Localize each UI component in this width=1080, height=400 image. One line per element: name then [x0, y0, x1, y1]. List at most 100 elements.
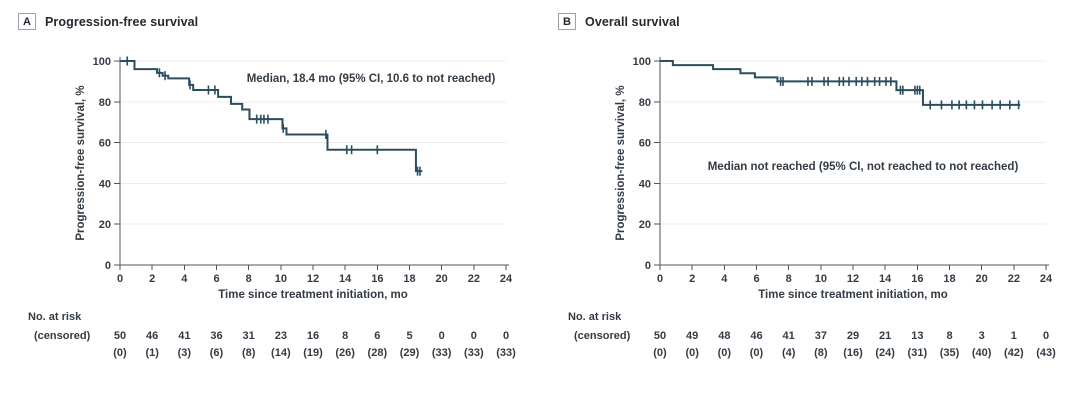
risk-at-risk-value: 50 — [654, 330, 666, 342]
risk-at-risk-value: 48 — [718, 330, 730, 342]
x-tick-label: 12 — [847, 273, 859, 285]
risk-censored-value: (33) — [464, 347, 484, 359]
y-tick-label: 0 — [105, 260, 111, 272]
x-tick-label: 10 — [275, 273, 287, 285]
panel-a: A Progression-free survival 0 20 40 60 80 100… — [18, 13, 516, 359]
risk-at-risk-value: 36 — [210, 330, 222, 342]
x-tick-label: 0 — [657, 273, 663, 285]
x-tick-label: 16 — [371, 273, 383, 285]
x-axis-label: Time since treatment initiation, mo — [758, 289, 948, 301]
risk-at-risk-value: 0 — [1043, 330, 1049, 342]
risk-at-risk-value: 21 — [879, 330, 891, 342]
x-tick-label: 20 — [436, 273, 448, 285]
median-annotation: Median, 18.4 mo (95% CI, 10.6 to not rea… — [247, 73, 496, 85]
y-tick-label: 60 — [99, 138, 111, 150]
risk-censored-value: (19) — [303, 347, 323, 359]
risk-table-label: No. at risk — [568, 311, 622, 323]
y-tick-label: 40 — [639, 178, 651, 190]
panel-b-label-box: B — [558, 13, 576, 30]
panel-a-header: A Progression-free survival — [18, 13, 198, 30]
x-tick-label: 6 — [753, 273, 759, 285]
risk-censored-value: (16) — [843, 347, 863, 359]
y-tick-label: 40 — [99, 178, 111, 190]
panel-b-title: Overall survival — [585, 14, 680, 29]
x-tick-label: 2 — [149, 273, 155, 285]
risk-censored-value: (4) — [782, 347, 796, 359]
y-tick-label: 0 — [645, 260, 651, 272]
risk-at-risk-value: 8 — [342, 330, 348, 342]
risk-at-risk-value: 46 — [146, 330, 158, 342]
risk-censored-value: (35) — [940, 347, 960, 359]
y-tick-label: 20 — [99, 219, 111, 231]
y-tick-label: 20 — [639, 219, 651, 231]
x-axis-label: Time since treatment initiation, mo — [218, 289, 408, 301]
risk-at-risk-value: 16 — [307, 330, 319, 342]
risk-censored-value: (8) — [242, 347, 256, 359]
risk-censored-value: (33) — [496, 347, 516, 359]
y-tick-label: 80 — [639, 97, 651, 109]
panel-a-label-box: A — [18, 13, 36, 30]
median-annotation: Median not reached (95% CI, not reached … — [708, 161, 1019, 173]
risk-censored-value: (8) — [814, 347, 828, 359]
x-tick-label: 4 — [181, 273, 188, 285]
x-tick-label: 22 — [1008, 273, 1020, 285]
risk-at-risk-value: 0 — [503, 330, 509, 342]
risk-censored-value: (28) — [368, 347, 388, 359]
x-tick-label: 18 — [943, 273, 955, 285]
y-axis-label: Progression-free survival, % — [615, 85, 627, 240]
x-tick-label: 16 — [911, 273, 923, 285]
panel-b-header: B Overall survival — [558, 13, 680, 30]
risk-censored-value: (0) — [750, 347, 764, 359]
x-tick-label: 24 — [500, 273, 513, 285]
risk-censored-value: (26) — [335, 347, 355, 359]
x-tick-label: 2 — [689, 273, 695, 285]
risk-at-risk-value: 1 — [1011, 330, 1017, 342]
risk-censored-value: (24) — [875, 347, 895, 359]
risk-at-risk-value: 41 — [178, 330, 190, 342]
x-tick-label: 6 — [213, 273, 219, 285]
risk-table-censored-label: (censored) — [34, 330, 91, 342]
risk-at-risk-value: 8 — [946, 330, 952, 342]
risk-table-censored-label: (censored) — [574, 330, 631, 342]
x-tick-label: 8 — [786, 273, 792, 285]
panel-a-title: Progression-free survival — [45, 14, 199, 29]
x-tick-label: 24 — [1040, 273, 1053, 285]
risk-at-risk-value: 6 — [374, 330, 380, 342]
km-curve — [660, 60, 1021, 106]
risk-censored-value: (0) — [653, 347, 667, 359]
y-tick-label: 100 — [633, 56, 651, 68]
risk-at-risk-value: 37 — [815, 330, 827, 342]
x-tick-label: 8 — [246, 273, 252, 285]
risk-at-risk-value: 5 — [406, 330, 412, 342]
risk-censored-value: (40) — [972, 347, 992, 359]
risk-censored-value: (3) — [178, 347, 192, 359]
risk-at-risk-value: 46 — [750, 330, 762, 342]
y-tick-label: 100 — [93, 56, 111, 68]
risk-table-label: No. at risk — [28, 311, 82, 323]
risk-at-risk-value: 50 — [114, 330, 126, 342]
risk-censored-value: (0) — [718, 347, 732, 359]
x-tick-label: 14 — [339, 273, 352, 285]
risk-censored-value: (42) — [1004, 347, 1024, 359]
risk-at-risk-value: 13 — [911, 330, 923, 342]
risk-censored-value: (0) — [113, 347, 127, 359]
risk-censored-value: (0) — [685, 347, 699, 359]
risk-censored-value: (14) — [271, 347, 291, 359]
panel-b: B Overall survival 0 20 40 60 80 100 0 2 4 6 8 10 12… — [540, 0, 1080, 400]
risk-censored-value: (43) — [1036, 347, 1056, 359]
risk-at-risk-value: 3 — [979, 330, 985, 342]
x-tick-label: 14 — [879, 273, 892, 285]
risk-censored-value: (1) — [145, 347, 159, 359]
x-tick-label: 4 — [721, 273, 728, 285]
risk-at-risk-value: 29 — [847, 330, 859, 342]
risk-censored-value: (31) — [908, 347, 928, 359]
risk-censored-value: (33) — [432, 347, 452, 359]
x-tick-label: 22 — [468, 273, 480, 285]
risk-at-risk-value: 41 — [783, 330, 795, 342]
km-curve — [120, 60, 423, 173]
risk-at-risk-value: 49 — [686, 330, 698, 342]
risk-at-risk-value: 31 — [243, 330, 255, 342]
risk-at-risk-value: 0 — [439, 330, 445, 342]
